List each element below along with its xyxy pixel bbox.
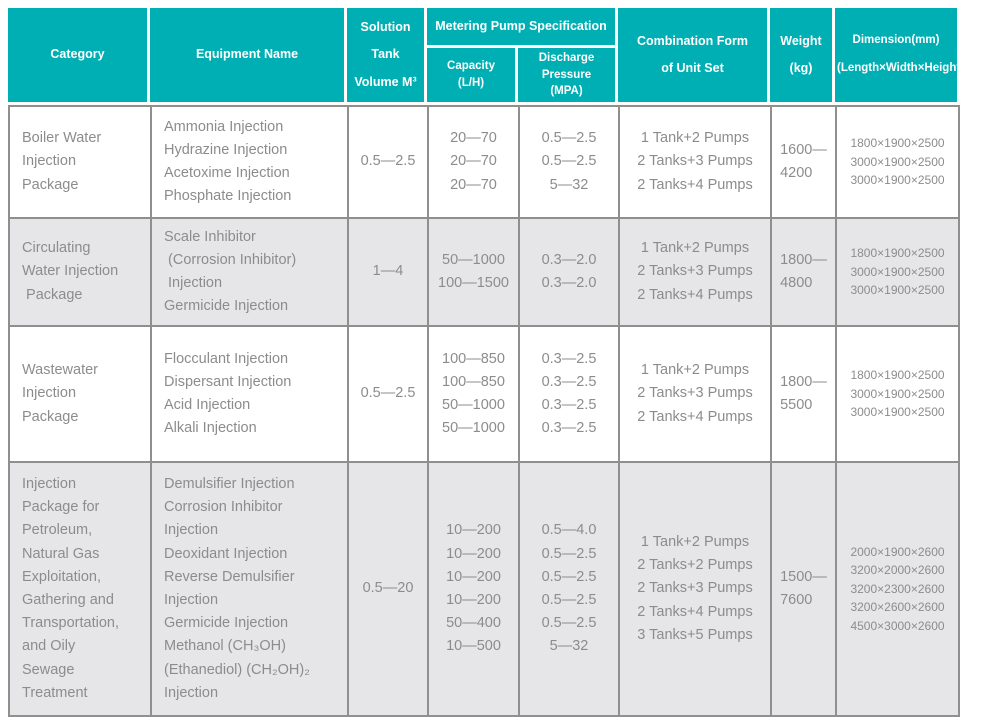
col-header-combination-form: Combination Form of Unit Set — [618, 8, 770, 106]
cell-category: Wastewater Injection Package — [8, 325, 150, 462]
table-header: Category Equipment Name Solution Tank Vo… — [8, 8, 964, 106]
weight-value: 1800— 5500 — [780, 373, 827, 414]
cell-capacity: 10—200 10—200 10—200 10—200 50—400 10—50… — [427, 461, 518, 718]
cell-tank-volume: 0.5—20 — [347, 461, 427, 718]
cell-combination: 1 Tank+2 Pumps 2 Tanks+3 Pumps 2 Tanks+4… — [618, 105, 770, 218]
col-header-category: Category — [8, 8, 150, 106]
weight-value: 1600— 4200 — [780, 141, 827, 182]
cell-weight: 1500— 7600 — [770, 461, 835, 718]
cell-category: Boiler Water Injection Package — [8, 105, 150, 218]
cell-combination: 1 Tank+2 Pumps 2 Tanks+3 Pumps 2 Tanks+4… — [618, 325, 770, 462]
cell-capacity: 20—70 20—70 20—70 — [427, 105, 518, 218]
cell-dimension: 1800×1900×2500 3000×1900×2500 3000×1900×… — [835, 325, 960, 462]
cell-dimension: 2000×1900×2600 3200×2000×2600 3200×2300×… — [835, 461, 960, 718]
col-header-discharge-pressure: Discharge Pressure (MPA) — [518, 48, 618, 106]
table-row-boiler-water: Boiler Water Injection Package Ammonia I… — [8, 105, 960, 218]
cell-equipment: Scale Inhibitor (Corrosion Inhibitor) In… — [150, 217, 347, 326]
col-header-metering-pump-spec: Metering Pump Specification — [427, 8, 618, 48]
cell-dimension: 1800×1900×2500 3000×1900×2500 3000×1900×… — [835, 217, 960, 326]
cell-capacity: 50—1000 100—1500 — [427, 217, 518, 326]
cell-combination: 1 Tank+2 Pumps 2 Tanks+3 Pumps 2 Tanks+4… — [618, 217, 770, 326]
col-header-dimension: Dimension(mm) (Length×Width×Height) — [835, 8, 964, 106]
table-row-wastewater: Wastewater Injection Package Flocculant … — [8, 325, 960, 462]
cell-category: Injection Package for Petroleum, Natural… — [8, 461, 150, 718]
col-header-weight: Weight (kg) — [770, 8, 835, 106]
cell-category: Circulating Water Injection Package — [8, 217, 150, 326]
col-header-solution-tank-volume: Solution Tank Volume M³ — [347, 8, 427, 106]
cell-tank-volume: 0.5—2.5 — [347, 105, 427, 218]
table-row-petroleum-injection: Injection Package for Petroleum, Natural… — [8, 461, 960, 718]
col-header-capacity: Capacity (L/H) — [427, 48, 518, 106]
cell-dimension: 1800×1900×2500 3000×1900×2500 3000×1900×… — [835, 105, 960, 218]
cell-capacity: 100—850 100—850 50—1000 50—1000 — [427, 325, 518, 462]
cell-pressure: 0.5—2.5 0.5—2.5 5—32 — [518, 105, 618, 218]
cell-pressure: 0.3—2.5 0.3—2.5 0.3—2.5 0.3—2.5 — [518, 325, 618, 462]
cell-weight: 1800— 4800 — [770, 217, 835, 326]
cell-tank-volume: 0.5—2.5 — [347, 325, 427, 462]
cell-weight: 1600— 4200 — [770, 105, 835, 218]
cell-combination: 1 Tank+2 Pumps 2 Tanks+2 Pumps 2 Tanks+3… — [618, 461, 770, 718]
cell-pressure: 0.5—4.0 0.5—2.5 0.5—2.5 0.5—2.5 0.5—2.5 … — [518, 461, 618, 718]
weight-value: 1800— 4800 — [780, 251, 827, 292]
cell-weight: 1800— 5500 — [770, 325, 835, 462]
cell-tank-volume: 1—4 — [347, 217, 427, 326]
equipment-spec-table: Category Equipment Name Solution Tank Vo… — [8, 8, 964, 718]
table-body: Boiler Water Injection Package Ammonia I… — [8, 105, 960, 718]
weight-value: 1500— 7600 — [780, 568, 827, 609]
cell-pressure: 0.3—2.0 0.3—2.0 — [518, 217, 618, 326]
cell-equipment: Demulsifier Injection Corrosion Inhibito… — [150, 461, 347, 718]
table-row-circulating-water: Circulating Water Injection Package Scal… — [8, 217, 960, 326]
col-header-equipment-name: Equipment Name — [150, 8, 347, 106]
cell-equipment: Flocculant Injection Dispersant Injectio… — [150, 325, 347, 462]
cell-equipment: Ammonia Injection Hydrazine Injection Ac… — [150, 105, 347, 218]
